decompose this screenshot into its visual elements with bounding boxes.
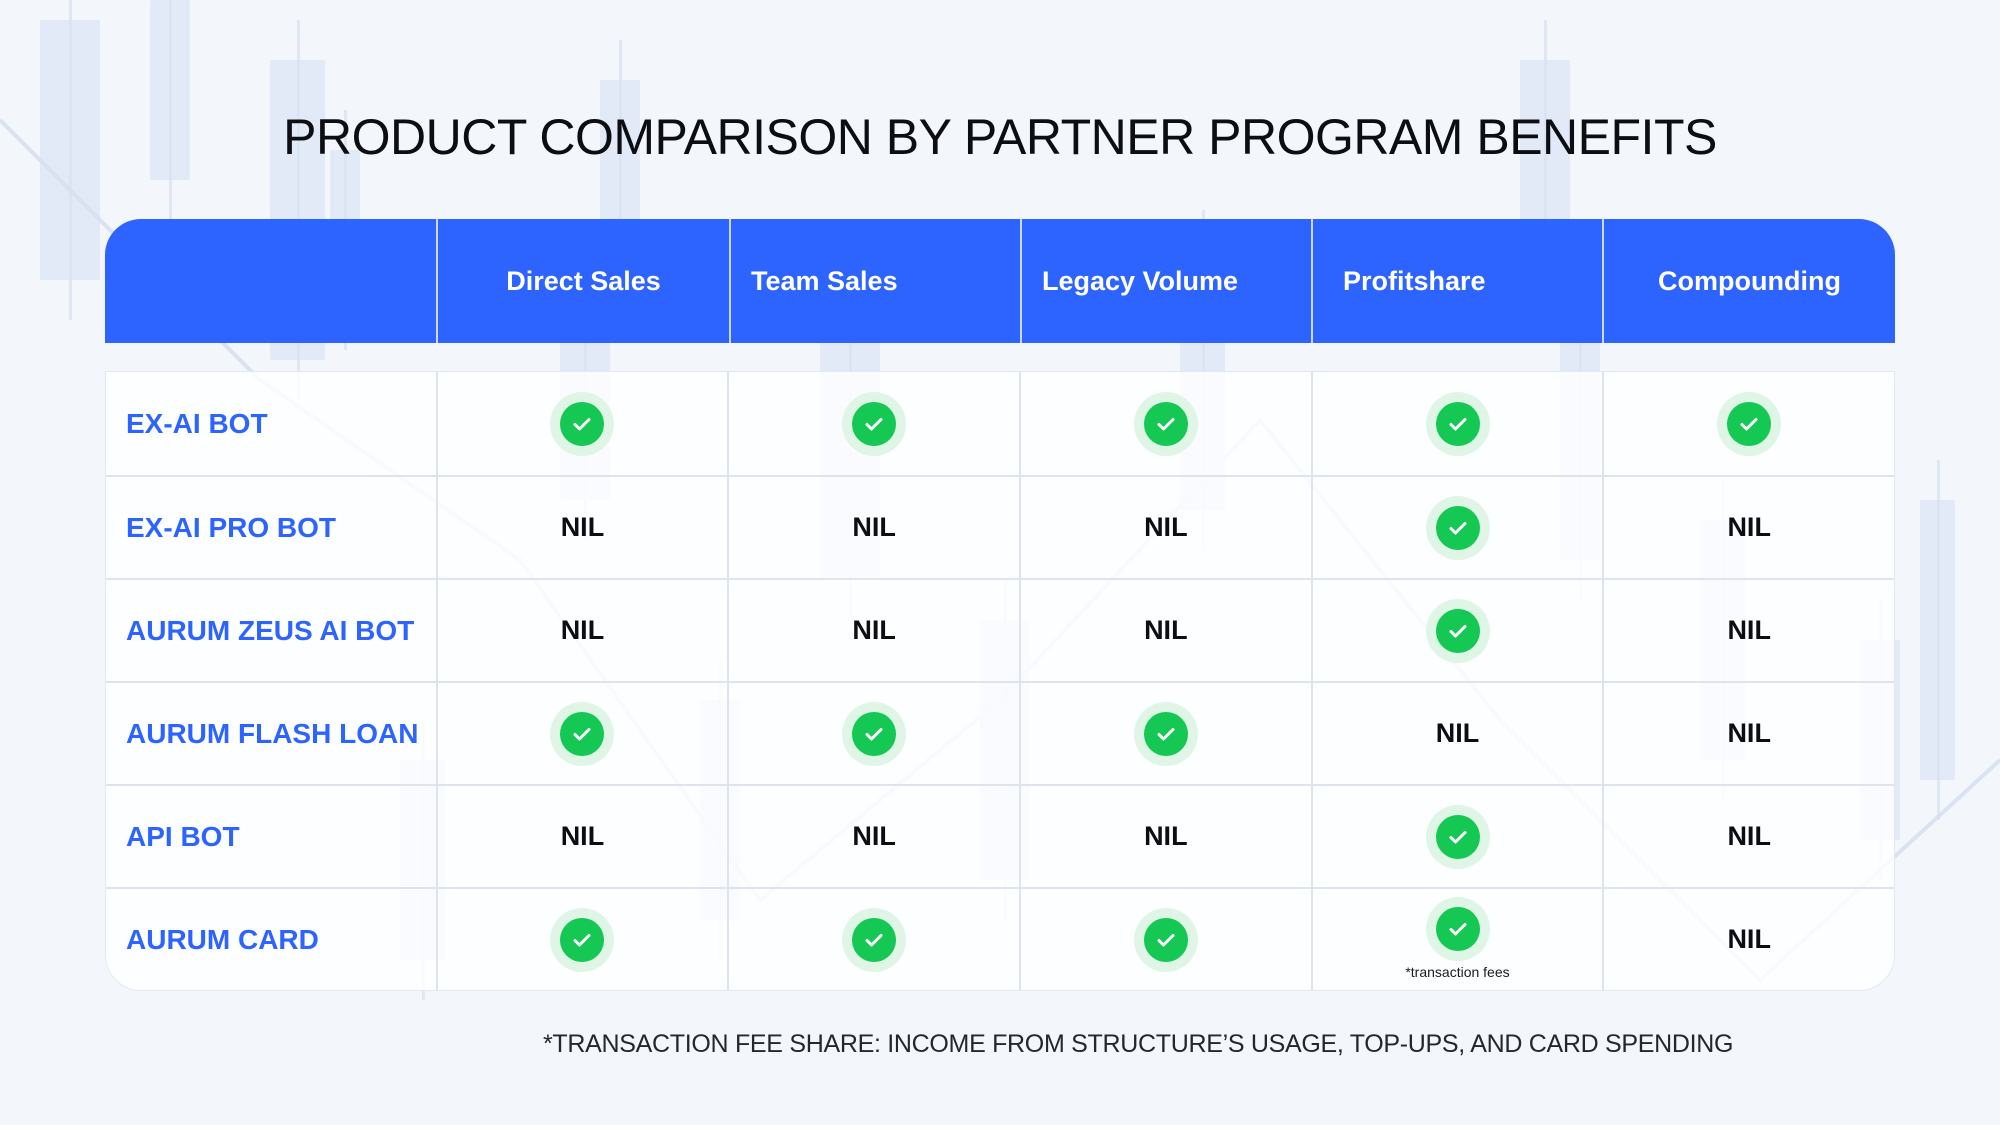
header-team-sales: Team Sales bbox=[729, 219, 1020, 343]
table-row: AURUM ZEUS AI BOT NIL NIL NIL NIL bbox=[106, 578, 1894, 681]
table-cell: NIL bbox=[1602, 683, 1894, 784]
table-cell: NIL bbox=[727, 580, 1019, 681]
check-circle-icon bbox=[550, 907, 615, 972]
check-circle-icon bbox=[550, 391, 615, 456]
table-cell: NIL bbox=[435, 786, 728, 887]
product-name: AURUM CARD bbox=[126, 923, 319, 955]
table-cell: NIL bbox=[435, 580, 728, 681]
table-header: Direct Sales Team Sales Legacy Volume Pr… bbox=[105, 219, 1895, 343]
background-wick bbox=[619, 40, 622, 320]
table-cell: NIL bbox=[1018, 580, 1311, 681]
nil-value: NIL bbox=[852, 821, 896, 851]
table-cell: NIL bbox=[1310, 683, 1603, 784]
table-cell: NIL bbox=[727, 786, 1019, 887]
table-cell: NIL bbox=[1018, 477, 1311, 578]
check-circle-icon bbox=[1133, 391, 1198, 456]
comparison-table: Direct Sales Team Sales Legacy Volume Pr… bbox=[105, 219, 1895, 991]
check-circle-icon bbox=[1425, 598, 1490, 663]
table-cell bbox=[1602, 372, 1894, 475]
check-circle-icon bbox=[1133, 907, 1198, 972]
table-cell: NIL bbox=[1602, 580, 1894, 681]
table-row: EX-AI BOT bbox=[106, 372, 1894, 475]
nil-value: NIL bbox=[1435, 718, 1480, 748]
check-circle-icon bbox=[1717, 391, 1782, 456]
table-row: API BOT NIL NIL NIL NIL bbox=[106, 784, 1894, 887]
nil-value: NIL bbox=[1144, 512, 1188, 542]
check-circle-icon bbox=[842, 907, 907, 972]
check-circle-icon bbox=[842, 701, 907, 766]
nil-value: NIL bbox=[1144, 615, 1188, 645]
table-row: EX-AI PRO BOT NIL NIL NIL NIL bbox=[106, 475, 1894, 578]
header-profitshare: Profitshare bbox=[1311, 219, 1602, 343]
nil-value: NIL bbox=[560, 821, 605, 851]
header-corner bbox=[105, 219, 436, 343]
table-cell: NIL bbox=[727, 477, 1019, 578]
check-circle-icon bbox=[550, 701, 615, 766]
check-circle-icon bbox=[1425, 391, 1490, 456]
table-row: AURUM CARD *transaction fees NIL bbox=[106, 887, 1894, 990]
table-cell bbox=[1018, 889, 1311, 990]
nil-value: NIL bbox=[852, 615, 896, 645]
table-body: EX-AI BOT EX-AI PRO BOT NIL NIL NIL NIL AURUM … bbox=[105, 371, 1895, 991]
table-cell bbox=[727, 683, 1019, 784]
nil-value: NIL bbox=[560, 512, 605, 542]
transaction-fees-note: *transaction fees bbox=[1405, 964, 1510, 980]
background-wick bbox=[296, 20, 300, 400]
header-legacy-volume: Legacy Volume bbox=[1020, 219, 1311, 343]
table-cell: NIL bbox=[1602, 889, 1894, 990]
table-cell: NIL bbox=[1018, 786, 1311, 887]
table-cell bbox=[1018, 683, 1311, 784]
table-cell: *transaction fees bbox=[1310, 889, 1603, 990]
table-row: AURUM FLASH LOAN NIL NIL bbox=[106, 681, 1894, 784]
background-wick bbox=[1544, 20, 1547, 280]
nil-value: NIL bbox=[1727, 924, 1771, 954]
table-cell: NIL bbox=[435, 477, 728, 578]
table-cell: NIL bbox=[1602, 786, 1894, 887]
table-cell bbox=[1310, 372, 1603, 475]
page-title: PRODUCT COMPARISON BY PARTNER PROGRAM BE… bbox=[283, 109, 1717, 165]
product-name: AURUM FLASH LOAN bbox=[126, 717, 419, 749]
table-cell bbox=[1018, 372, 1311, 475]
table-cell bbox=[727, 372, 1019, 475]
nil-value: NIL bbox=[1727, 821, 1771, 851]
product-name: EX-AI PRO BOT bbox=[126, 511, 337, 543]
check-circle-icon bbox=[1425, 896, 1490, 961]
background-wick bbox=[69, 0, 72, 320]
nil-value: NIL bbox=[560, 615, 605, 645]
table-cell bbox=[435, 683, 728, 784]
table-cell bbox=[1310, 477, 1603, 578]
product-name: AURUM ZEUS AI BOT bbox=[126, 614, 415, 646]
background-wick bbox=[1936, 460, 1940, 820]
check-circle-icon bbox=[1133, 701, 1198, 766]
table-cell bbox=[435, 889, 728, 990]
check-circle-icon bbox=[842, 391, 907, 456]
table-cell bbox=[1310, 580, 1603, 681]
table-cell bbox=[727, 889, 1019, 990]
nil-value: NIL bbox=[852, 512, 896, 542]
product-name: EX-AI BOT bbox=[126, 407, 268, 439]
table-cell: NIL bbox=[1602, 477, 1894, 578]
footnote: *TRANSACTION FEE SHARE: INCOME FROM STRU… bbox=[543, 1030, 1734, 1058]
table-cell bbox=[435, 372, 728, 475]
header-direct-sales: Direct Sales bbox=[436, 219, 729, 343]
table-cell bbox=[1310, 786, 1603, 887]
header-compounding: Compounding bbox=[1602, 219, 1895, 343]
nil-value: NIL bbox=[1727, 512, 1771, 542]
product-name: API BOT bbox=[126, 820, 240, 852]
check-circle-icon bbox=[1425, 495, 1490, 560]
nil-value: NIL bbox=[1144, 821, 1188, 851]
background-wick bbox=[169, 0, 172, 220]
nil-value: NIL bbox=[1727, 718, 1771, 748]
nil-value: NIL bbox=[1727, 615, 1771, 645]
check-circle-icon bbox=[1425, 804, 1490, 869]
